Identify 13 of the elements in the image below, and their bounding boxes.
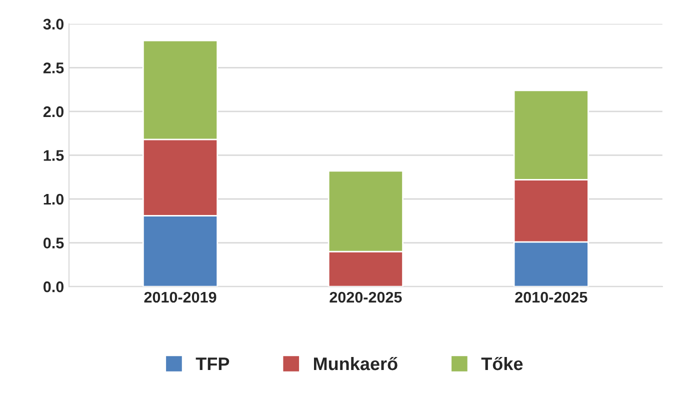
y-tick-label: 0.5 xyxy=(44,238,64,248)
y-tick-label: 2.0 xyxy=(43,106,64,118)
y-tick-label: 2.5 xyxy=(43,62,64,74)
x-tick-label: 2010-2019 xyxy=(144,292,216,303)
legend-label: TFP xyxy=(196,358,230,370)
y-tick-label: 1.0 xyxy=(44,194,64,205)
x-tick-label: 2010-2025 xyxy=(515,292,588,303)
x-tick-label: 2020-2025 xyxy=(330,292,402,303)
y-tick-label: 0.0 xyxy=(44,281,64,292)
y-tick-label: 3.0 xyxy=(43,18,64,30)
legend-label: Munkaerő xyxy=(314,356,398,370)
y-tick-label: 1.5 xyxy=(44,150,64,161)
legend-label: Tőke xyxy=(481,356,523,370)
